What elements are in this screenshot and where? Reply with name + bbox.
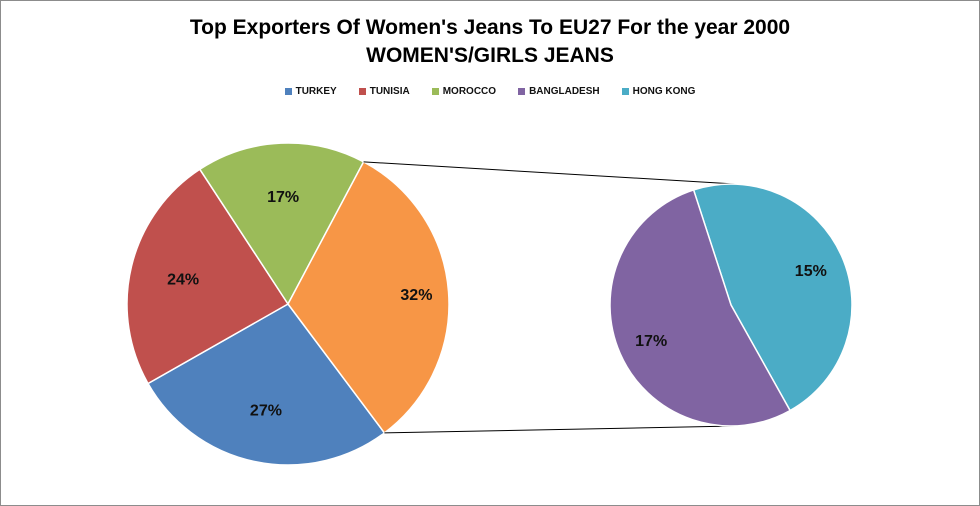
legend-label-morocco: MOROCCO [442, 86, 497, 97]
pie-slice-turkey [146, 303, 386, 466]
pie-slice-tunisia [126, 168, 290, 385]
pie-slice-bangladesh [609, 188, 792, 427]
legend-label-hong-kong: HONG KONG [632, 86, 696, 97]
data-label-other-aggregate: 32% [400, 287, 432, 304]
legend-swatch-hong-kong [621, 88, 629, 95]
legend-swatch-morocco [431, 88, 439, 95]
legend-item-tunisia: TUNISIA [358, 86, 410, 97]
legend-label-tunisia: TUNISIA [369, 86, 410, 97]
data-label-bangladesh: 17% [635, 333, 667, 350]
legend-label-turkey: TURKEY [295, 86, 337, 97]
data-label-tunisia: 24% [167, 272, 199, 289]
legend-swatch-turkey [284, 88, 292, 95]
legend-item-hong-kong: HONG KONG [621, 86, 696, 97]
legend-item-turkey: TURKEY [284, 86, 337, 97]
legend-swatch-bangladesh [518, 88, 526, 95]
data-label-hong-kong: 15% [795, 263, 827, 280]
data-label-morocco: 17% [267, 189, 299, 206]
chart-subtitle: WOMEN'S/GIRLS JEANS [366, 44, 614, 67]
pie-slice-morocco [198, 142, 365, 306]
legend-swatch-tunisia [358, 88, 366, 95]
connector-line-bottom [384, 425, 736, 434]
data-label-turkey: 27% [250, 403, 282, 420]
pie-slice-other-aggregate [287, 160, 450, 434]
legend: TURKEY TUNISIA MOROCCO BANGLADESH HONG K… [0, 86, 980, 97]
legend-item-morocco: MOROCCO [431, 86, 497, 97]
pie-slice-hong-kong [692, 183, 853, 412]
connector-line-top [363, 161, 736, 185]
chart-title: Top Exporters Of Women's Jeans To EU27 F… [189, 16, 791, 39]
legend-label-bangladesh: BANGLADESH [529, 86, 600, 97]
legend-item-bangladesh: BANGLADESH [518, 86, 600, 97]
